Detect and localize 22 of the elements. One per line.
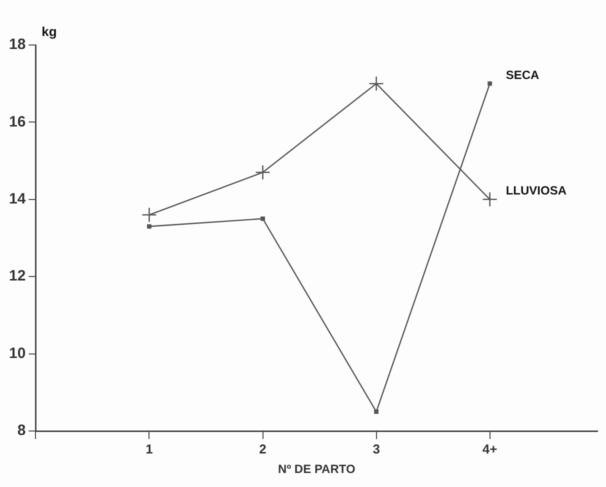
- point: [374, 409, 379, 414]
- x-axis-title: Nº DE PARTO: [278, 462, 356, 476]
- series-label: SECA: [506, 68, 540, 82]
- point: [142, 207, 157, 222]
- y-tick-label: 18: [8, 36, 26, 54]
- x-tick-label: 1: [146, 441, 153, 456]
- x-tick-label: 2: [259, 441, 266, 456]
- point: [482, 192, 498, 208]
- y-tick-label: 16: [8, 113, 26, 130]
- x-tick-label: 3: [372, 441, 380, 456]
- point: [368, 76, 384, 92]
- y-tick-label: 10: [8, 344, 26, 362]
- point: [255, 164, 270, 180]
- series-label: LLUVIOSA: [506, 184, 567, 198]
- y-axis-title: kg: [42, 24, 57, 40]
- point: [260, 216, 265, 221]
- y-tick-label: 14: [8, 190, 26, 208]
- x-tick-label: 4+: [482, 441, 498, 456]
- y-tick-label: 8: [17, 422, 26, 440]
- point: [147, 224, 152, 229]
- point: [488, 81, 492, 86]
- y-tick-label: 12: [8, 268, 26, 285]
